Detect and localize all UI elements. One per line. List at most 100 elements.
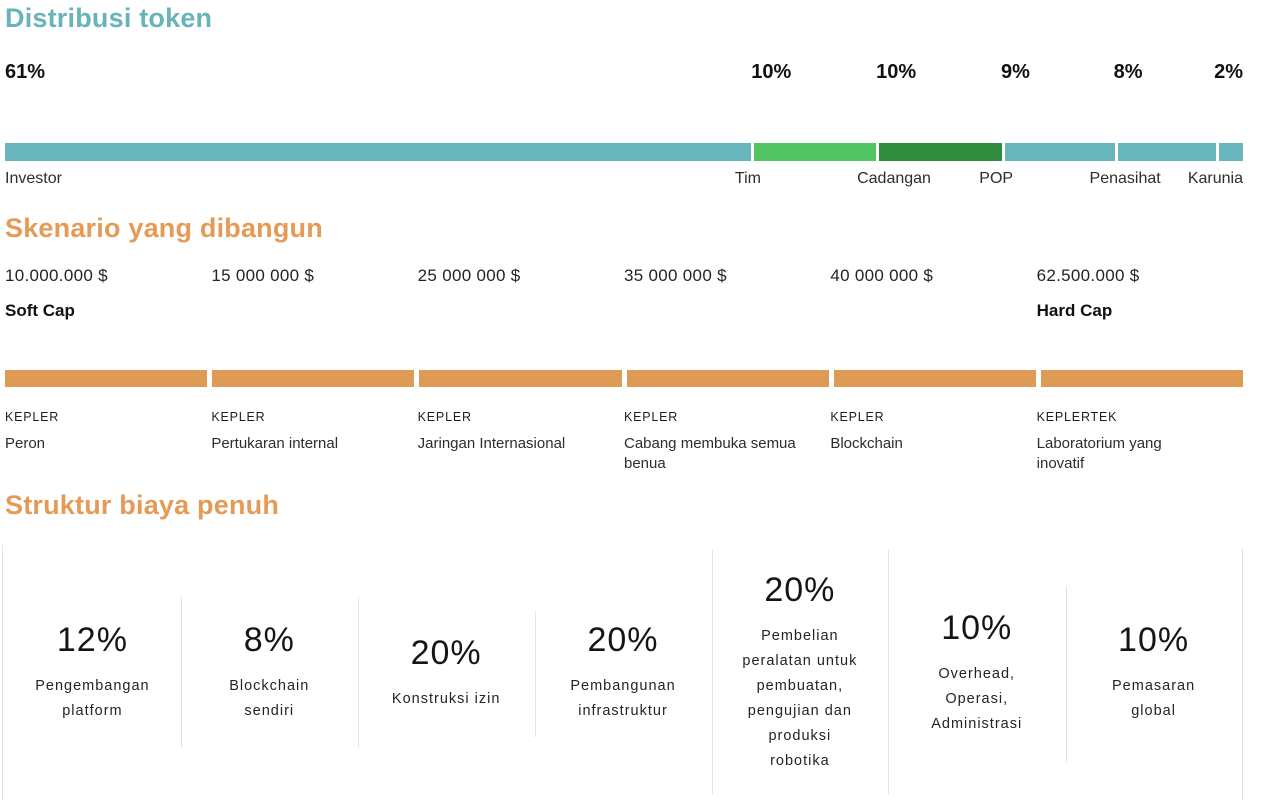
milestone-brand: KEPLER xyxy=(211,410,266,424)
milestone-amount: 35 000 000 $ xyxy=(623,266,727,285)
cost-label: Pengembangan platform xyxy=(35,674,149,724)
bar-segment-investor xyxy=(5,143,752,161)
cost-label: Blockchain sendiri xyxy=(229,674,309,724)
cost-label: Pembangunan infrastruktur xyxy=(570,674,675,724)
milestone-info: KEPLER Jaringan Internasional xyxy=(418,410,624,474)
segment-percent-label: 2% xyxy=(1214,61,1243,83)
milestone-bar xyxy=(1040,370,1244,387)
cost-label-line: robotika xyxy=(770,753,830,769)
milestone-info: KEPLER Cabang membuka semua benua xyxy=(624,410,830,474)
milestone-bar xyxy=(833,370,1036,387)
cost-structure-cards: 12% Pengembangan platform 8% Blockchain sendi… xyxy=(4,545,1242,800)
cost-label-line: platform xyxy=(62,703,123,719)
cost-label-line: pembuatan, xyxy=(756,678,844,694)
milestone-brand: KEPLER xyxy=(623,410,679,424)
milestone-name: Laboratorium yang inovatif xyxy=(1036,435,1162,472)
milestone-bar xyxy=(212,370,415,387)
cost-label-line: Administrasi xyxy=(931,715,1023,732)
milestone-bar xyxy=(626,370,829,387)
card-divider xyxy=(1066,586,1067,762)
cost-label-line: infrastruktur xyxy=(578,703,668,719)
cost-card: 20% Konstruksi izin xyxy=(358,545,535,800)
cost-card: 12% Pengembangan platform xyxy=(4,545,181,800)
milestone-amount: 15 000 000 $ xyxy=(211,266,315,285)
scenarios-cap-row: Soft Cap Hard Cap xyxy=(5,301,1243,321)
cost-label: Pembelian peralatan untuk pembuatan, penguj… xyxy=(742,624,857,774)
milestone-brand: KEPLERTEK xyxy=(1036,410,1118,424)
milestone-amount: 62.500.000 $ xyxy=(1036,266,1140,285)
segment-percent-label: 10% xyxy=(876,61,917,83)
card-divider xyxy=(888,549,889,795)
cost-label-line: produksi xyxy=(768,728,832,744)
milestone-info: KEPLER Blockchain xyxy=(830,410,1036,474)
cost-label-line: Pengembangan xyxy=(35,678,150,694)
milestone-info: KEPLER Pertukaran internal xyxy=(211,410,417,474)
bar-segment-tim xyxy=(754,143,877,161)
milestone-amount: 10.000.000 $ xyxy=(5,266,108,285)
bar-segment-karunia xyxy=(1218,143,1243,161)
milestone-name: Blockchain xyxy=(830,435,903,452)
bar-segment-cadangan xyxy=(879,143,1002,161)
cost-card: 8% Blockchain sendiri xyxy=(181,545,358,800)
milestone-brand: KEPLER xyxy=(5,410,60,424)
token-distribution-percent-row: 61% 10% 10% 9% 8% 2% xyxy=(5,61,1243,84)
cost-label-line: Pembelian xyxy=(761,628,839,644)
scenarios-title: Skenario yang dibangun xyxy=(5,213,323,243)
bar-segment-penasihat xyxy=(1117,143,1216,161)
segment-percent-label: 9% xyxy=(1000,61,1030,83)
card-divider xyxy=(1242,548,1243,800)
milestone-name: Cabang membuka semua benua xyxy=(623,435,796,472)
cost-structure-title: Struktur biaya penuh xyxy=(5,490,280,520)
scenarios-amount-row: 10.000.000 $ 15 000 000 $ 25 000 000 $ 35 0… xyxy=(5,266,1243,286)
cost-card: 10% Overhead, Operasi, Administrasi xyxy=(888,545,1065,800)
cost-percent-value: 12% xyxy=(56,621,128,659)
card-divider xyxy=(712,549,713,795)
cost-label-line: pengujian dan xyxy=(747,703,852,719)
milestone-info: KEPLERTEK Laboratorium yang inovatif xyxy=(1037,410,1243,474)
cost-label-line: global xyxy=(1131,703,1176,719)
cost-label-line: Blockchain xyxy=(229,678,310,694)
card-divider xyxy=(2,545,3,800)
cost-card: 20% Pembelian peralatan untuk pembuatan, pen… xyxy=(711,545,888,800)
milestone-cap-empty xyxy=(830,301,1036,321)
segment-name-label: Tim xyxy=(734,170,761,187)
cost-label-line: Pembangunan xyxy=(570,678,676,694)
cost-percent-value: 10% xyxy=(941,608,1013,647)
cost-label: Pemasaran global xyxy=(1112,674,1195,724)
segment-name-label: POP xyxy=(979,170,1014,187)
milestone-name: Pertukaran internal xyxy=(211,435,339,452)
milestone-name: Peron xyxy=(5,435,46,452)
cost-percent-value: 20% xyxy=(764,571,836,609)
bar-segment-pop xyxy=(1004,143,1115,161)
milestone-cap-empty xyxy=(211,301,417,321)
segment-name-label: Karunia xyxy=(1187,170,1243,187)
milestone-cap-label: Soft Cap xyxy=(5,301,75,320)
token-distribution-label-row: Investor Tim Cadangan POP Penasihat Karunia xyxy=(5,170,1243,188)
segment-name-label: Investor xyxy=(5,170,62,187)
milestone-bar xyxy=(419,370,622,387)
token-distribution-title: Distribusi token xyxy=(5,3,213,33)
cost-percent-value: 20% xyxy=(410,633,482,672)
cost-percent-value: 8% xyxy=(243,621,295,659)
scenarios-bar-row xyxy=(5,370,1244,387)
segment-name-label: Cadangan xyxy=(857,170,931,187)
cost-label: Konstruksi izin xyxy=(392,687,500,712)
milestone-info: KEPLER Peron xyxy=(5,410,211,474)
milestone-brand: KEPLER xyxy=(830,410,885,424)
card-divider xyxy=(181,597,182,748)
cost-label-line: sendiri xyxy=(244,703,295,719)
milestone-cap-label: Hard Cap xyxy=(1036,301,1113,320)
scenarios-info-row: KEPLER Peron KEPLER Pertukaran internal KEPL… xyxy=(5,410,1243,474)
cost-label-line: Konstruksi izin xyxy=(391,690,501,707)
milestone-brand: KEPLER xyxy=(417,410,472,424)
card-divider xyxy=(535,611,536,737)
milestone-cap-empty xyxy=(624,301,830,321)
cost-label-line: Operasi, xyxy=(945,690,1009,707)
cost-card: 20% Pembangunan infrastruktur xyxy=(535,545,712,800)
cost-card: 10% Pemasaran global xyxy=(1065,545,1242,800)
cost-percent-value: 10% xyxy=(1118,621,1190,659)
cost-label: Overhead, Operasi, Administrasi xyxy=(931,662,1022,737)
milestone-bar xyxy=(5,370,208,387)
segment-percent-label: 10% xyxy=(751,61,792,83)
